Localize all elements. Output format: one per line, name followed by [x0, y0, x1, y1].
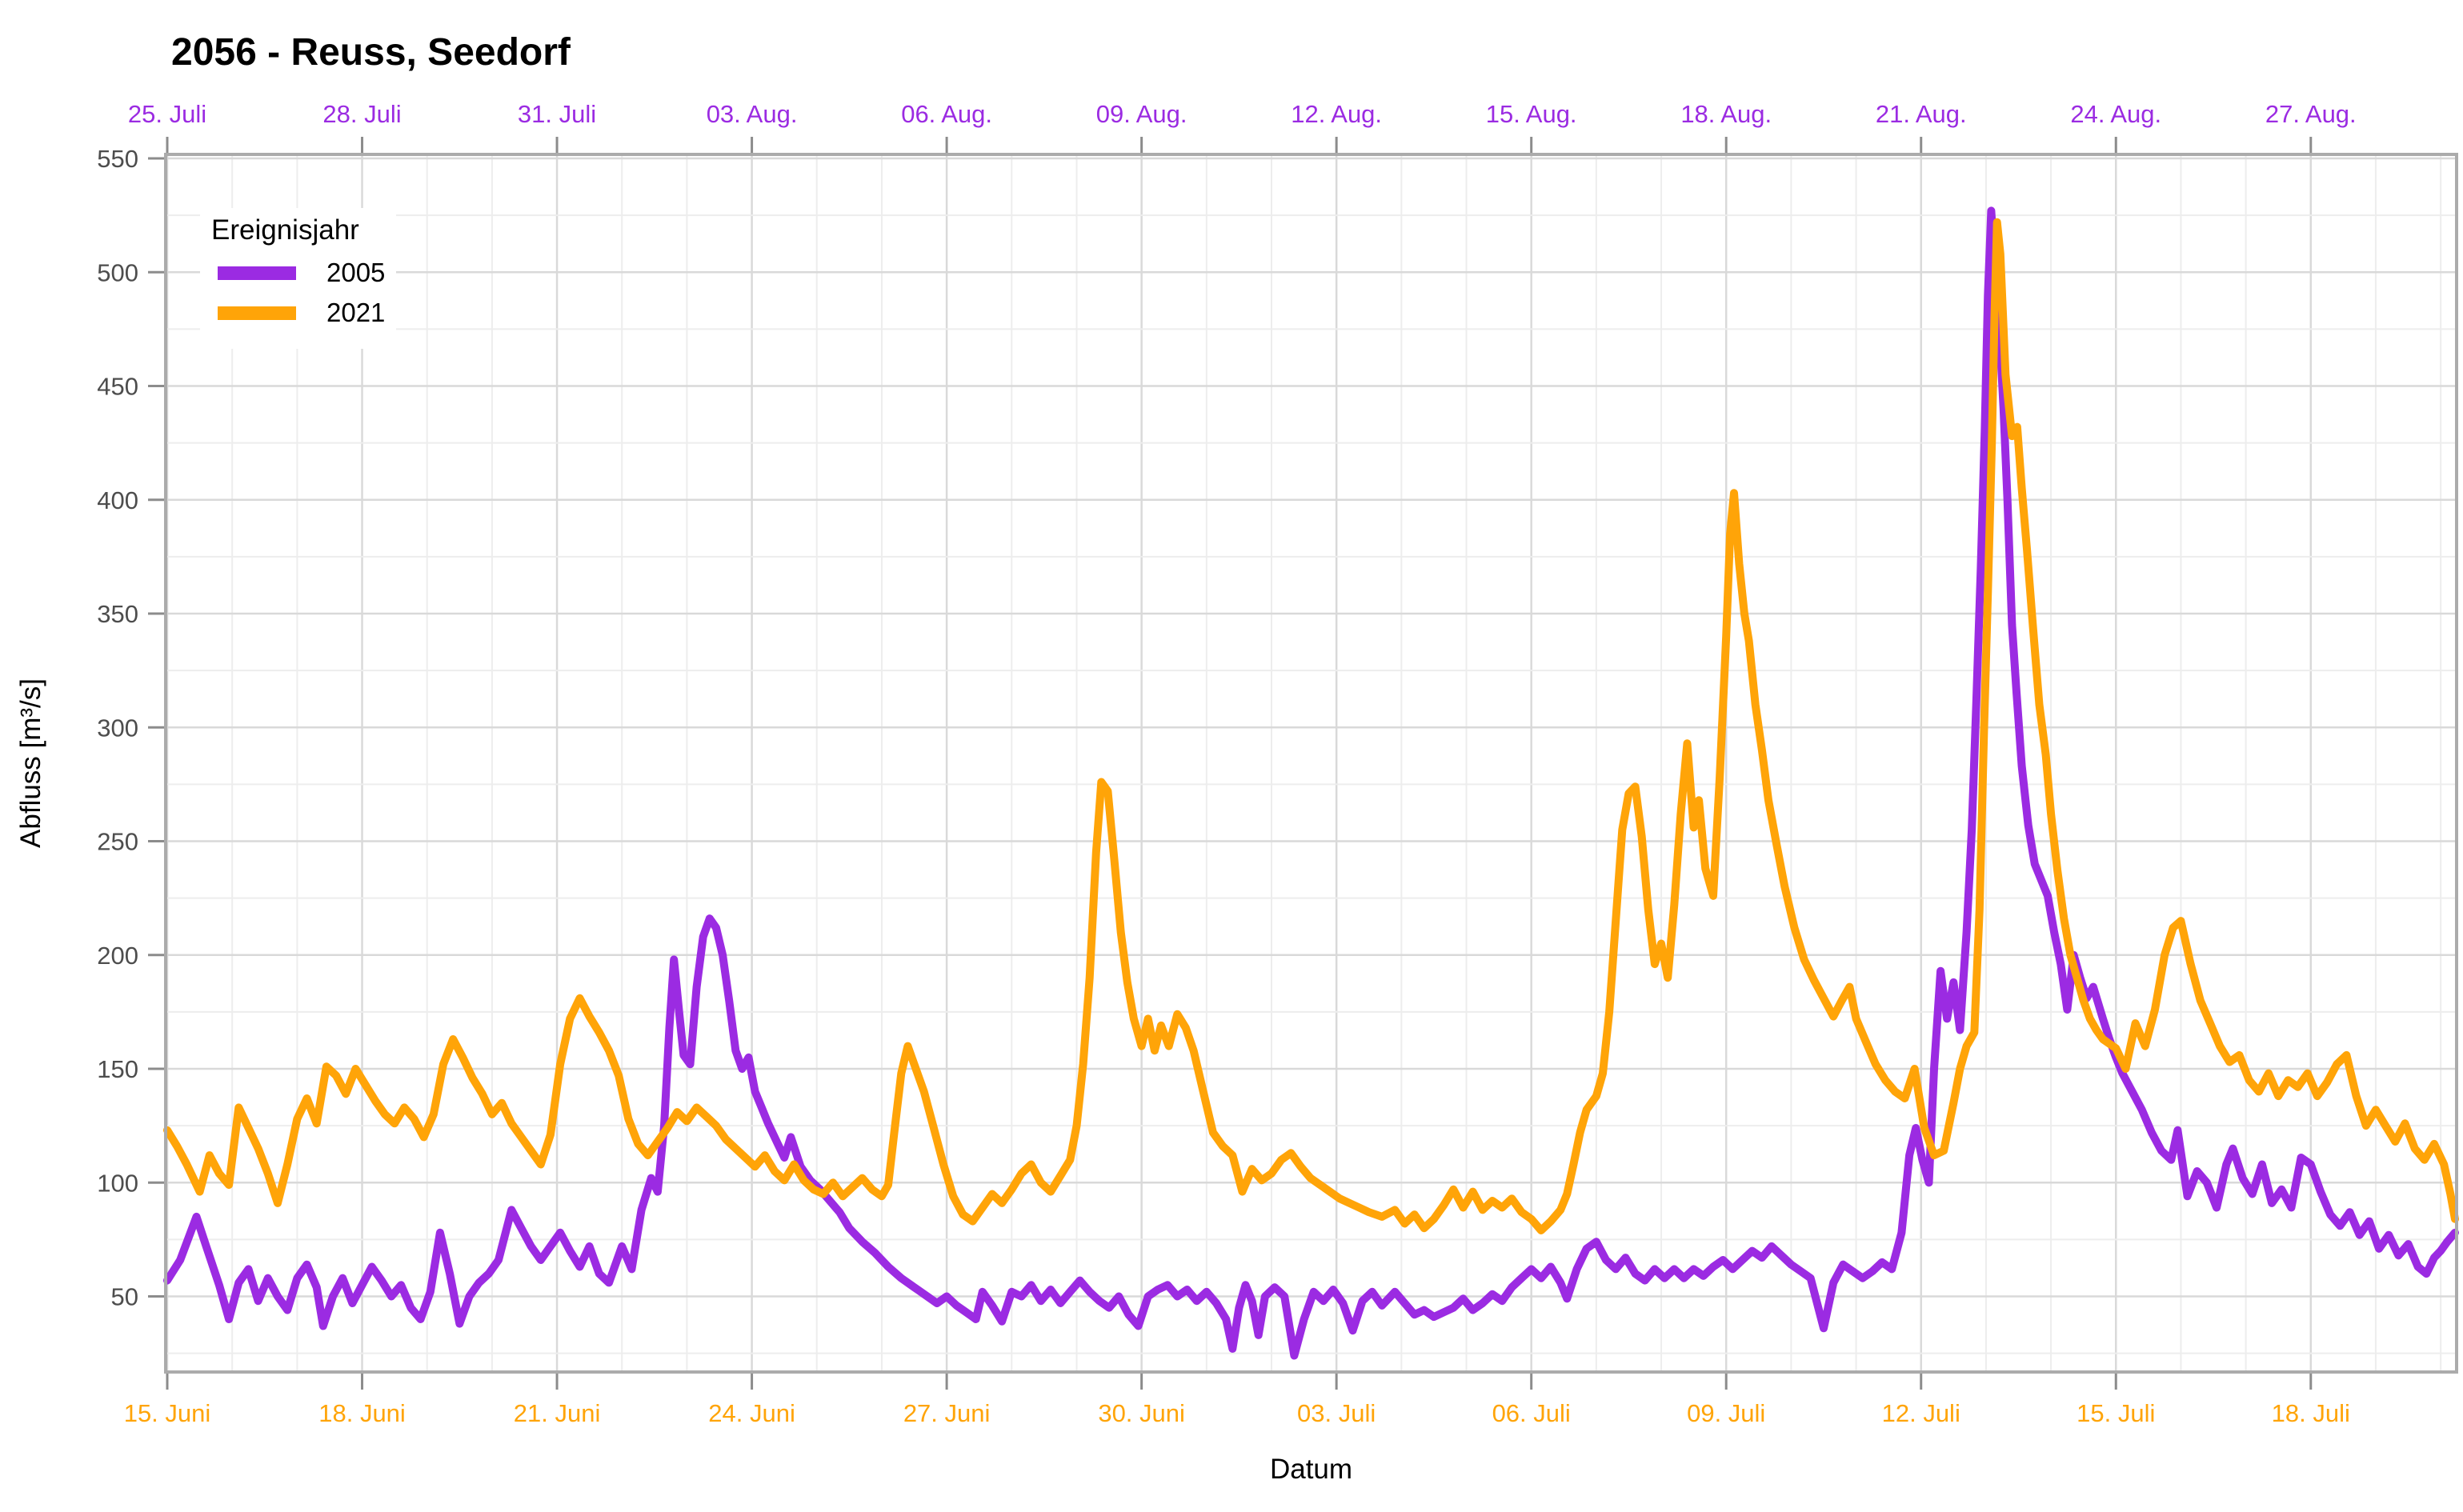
x-top-tick-label: 31. Juli — [518, 100, 596, 128]
x-top-tick-label: 27. Aug. — [2265, 100, 2357, 128]
y-tick-label: 50 — [111, 1283, 138, 1311]
y-tick-label: 200 — [97, 942, 138, 970]
y-tick-label: 500 — [97, 258, 138, 286]
y-tick-label: 350 — [97, 600, 138, 628]
x-bottom-tick-label: 18. Juli — [2272, 1399, 2350, 1427]
legend-swatch-2021 — [218, 306, 296, 320]
x-bottom-tick-label: 21. Juni — [514, 1399, 601, 1427]
y-tick-label: 550 — [97, 145, 138, 173]
x-top-tick-label: 15. Aug. — [1486, 100, 1577, 128]
x-top-tick-label: 24. Aug. — [2070, 100, 2161, 128]
y-tick-label: 150 — [97, 1055, 138, 1083]
x-bottom-tick-label: 06. Juli — [1492, 1399, 1571, 1427]
x-bottom-tick-label: 24. Juni — [708, 1399, 795, 1427]
y-tick-label: 250 — [97, 828, 138, 856]
y-axis-title: Abfluss [m³/s] — [15, 678, 46, 848]
x-bottom-tick-label: 03. Juli — [1297, 1399, 1376, 1427]
y-tick-label: 450 — [97, 373, 138, 401]
y-tick-label: 100 — [97, 1169, 138, 1197]
legend-swatch-2005 — [218, 266, 296, 280]
legend-item-label: 2005 — [326, 258, 386, 287]
x-bottom-tick-label: 30. Juni — [1098, 1399, 1185, 1427]
x-axis-title: Datum — [1270, 1454, 1352, 1485]
x-top-tick-label: 28. Juli — [322, 100, 401, 128]
y-tick-label: 300 — [97, 714, 138, 742]
legend-item-label: 2021 — [326, 298, 386, 327]
x-bottom-tick-label: 27. Juni — [903, 1399, 991, 1427]
series-line-2021 — [163, 218, 2459, 1234]
x-top-tick-label: 09. Aug. — [1096, 100, 1187, 128]
x-bottom-tick-label: 15. Juli — [2077, 1399, 2155, 1427]
legend-item-2021: 2021 — [211, 298, 385, 328]
x-bottom-tick-label: 09. Juli — [1687, 1399, 1765, 1427]
x-top-tick-label: 18. Aug. — [1680, 100, 1772, 128]
series-line-2005 — [163, 206, 2459, 1360]
x-top-tick-label: 25. Juli — [128, 100, 206, 128]
x-bottom-tick-label: 12. Juli — [1882, 1399, 1960, 1427]
y-tick-label: 400 — [97, 486, 138, 514]
legend-item-2005: 2005 — [211, 258, 385, 288]
panel-border — [164, 153, 2458, 1374]
x-top-tick-label: 06. Aug. — [901, 100, 992, 128]
x-top-tick-label: 03. Aug. — [707, 100, 798, 128]
legend: Ereignisjahr 2005 2021 — [200, 208, 397, 349]
page-title: 2056 - Reuss, Seedorf — [171, 31, 571, 74]
legend-title: Ereignisjahr — [211, 214, 359, 246]
x-bottom-tick-label: 15. Juni — [124, 1399, 211, 1427]
x-top-tick-label: 21. Aug. — [1876, 100, 1967, 128]
x-top-tick-label: 12. Aug. — [1291, 100, 1382, 128]
x-bottom-tick-label: 18. Juni — [318, 1399, 406, 1427]
